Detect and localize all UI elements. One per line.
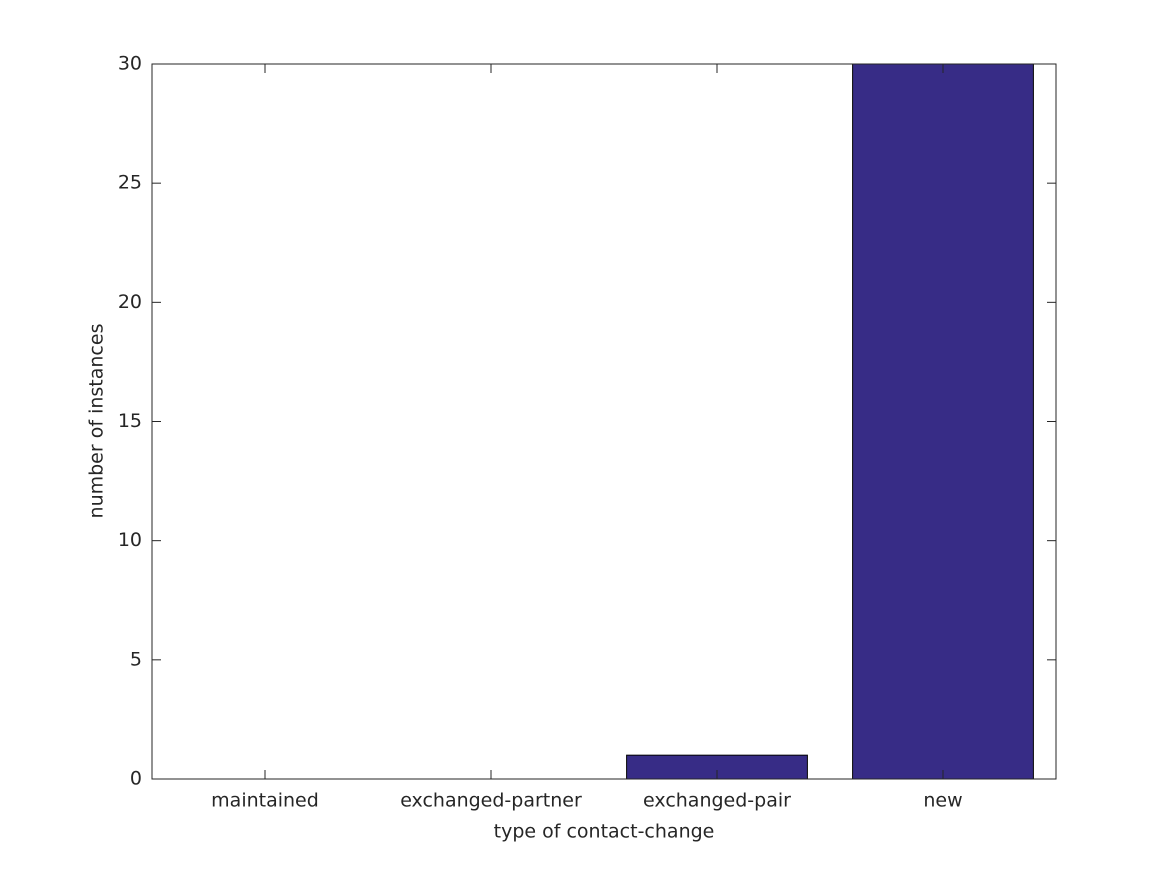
x-tick-label: new [923,790,962,812]
y-tick-label: 10 [118,529,142,551]
y-tick-label: 30 [118,53,142,75]
y-tick-label: 25 [118,172,142,194]
x-tick-label: maintained [211,790,319,812]
bar [852,63,1034,780]
y-tick-label: 0 [130,768,142,790]
y-axis-label: number of instances [86,324,108,519]
y-tick-label: 15 [118,410,142,432]
y-tick-label: 20 [118,291,142,313]
x-axis-label: type of contact-change [494,821,715,843]
x-tick-label: exchanged-pair [643,790,791,812]
x-tick-label: exchanged-partner [400,790,582,812]
y-tick-label: 5 [130,648,142,670]
